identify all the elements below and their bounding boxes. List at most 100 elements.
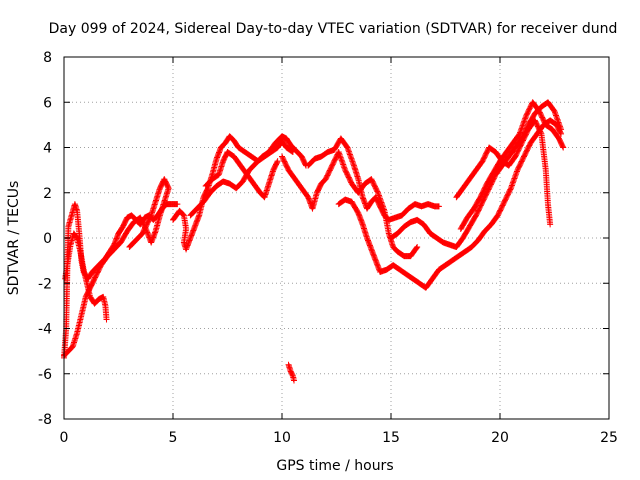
data-points — [61, 99, 567, 384]
y-tick-labels: -8 -6 -4 -2 0 2 4 6 8 — [38, 50, 52, 428]
data-point — [517, 129, 524, 136]
data-point — [435, 203, 442, 210]
data-point — [508, 182, 515, 189]
data-point — [336, 150, 343, 157]
data-point — [348, 155, 355, 162]
data-point — [510, 176, 517, 183]
data-point — [511, 174, 518, 181]
data-point — [512, 171, 519, 178]
data-point — [336, 151, 343, 158]
data-point — [127, 243, 134, 250]
x-axis-label: GPS time / hours — [276, 458, 393, 474]
data-point — [103, 316, 110, 323]
data-point — [274, 158, 281, 165]
data-point — [560, 144, 567, 151]
data-point — [340, 161, 347, 168]
data-point — [552, 109, 559, 116]
series-trace-m — [285, 361, 297, 384]
data-point — [338, 155, 345, 162]
data-point — [507, 186, 514, 193]
x-tick-label: 25 — [600, 430, 618, 446]
y-tick-label: 2 — [43, 186, 52, 202]
data-point — [344, 145, 351, 152]
data-point — [513, 169, 520, 176]
data-point — [519, 122, 526, 129]
data-point — [337, 153, 344, 160]
data-point — [349, 159, 356, 166]
x-tick-label: 0 — [60, 430, 69, 446]
y-tick-label: -2 — [38, 276, 52, 292]
data-point — [510, 178, 517, 185]
data-point — [519, 123, 526, 130]
y-tick-label: -4 — [38, 322, 52, 338]
data-point — [341, 164, 348, 171]
axis-ticks — [63, 56, 610, 420]
data-point — [516, 130, 523, 137]
data-point — [520, 121, 527, 128]
data-point — [414, 244, 421, 251]
data-point — [335, 149, 342, 156]
y-tick-label: 6 — [43, 95, 52, 111]
data-point — [337, 154, 344, 161]
data-point — [347, 152, 354, 159]
data-point — [344, 144, 351, 151]
y-tick-label: -8 — [38, 412, 52, 428]
data-point — [509, 179, 516, 186]
y-tick-label: 8 — [43, 50, 52, 66]
data-point — [126, 244, 133, 251]
x-tick-labels: 0 5 10 15 20 25 — [60, 430, 618, 446]
data-point — [290, 377, 297, 384]
data-point — [547, 221, 554, 228]
data-point — [512, 172, 519, 179]
data-point — [555, 118, 562, 125]
data-point — [513, 168, 520, 175]
data-point — [521, 117, 528, 124]
y-tick-label: -6 — [38, 367, 52, 383]
data-point — [507, 185, 514, 192]
series-trace-g — [279, 149, 421, 260]
data-point — [348, 157, 355, 164]
data-point — [508, 183, 515, 190]
data-point — [557, 123, 564, 130]
data-point — [554, 115, 561, 122]
series-trace-f — [202, 149, 281, 201]
data-point — [559, 143, 566, 150]
data-point — [509, 181, 516, 188]
x-tick-label: 10 — [273, 430, 291, 446]
x-tick-label: 20 — [491, 430, 509, 446]
data-point — [555, 119, 562, 126]
data-point — [350, 161, 357, 168]
data-point — [553, 113, 560, 120]
x-tick-label: 15 — [382, 430, 400, 446]
x-tick-label: 5 — [169, 430, 178, 446]
data-point — [374, 188, 381, 195]
data-point — [518, 126, 525, 133]
data-point — [551, 108, 558, 115]
data-point — [338, 157, 345, 164]
data-point — [552, 111, 559, 118]
data-point — [558, 126, 565, 133]
data-point — [347, 154, 354, 161]
data-point — [554, 116, 561, 123]
series-trace-e — [187, 133, 309, 219]
series-trace-c — [61, 176, 172, 359]
data-point — [289, 371, 296, 378]
series-trace-h — [305, 135, 442, 223]
series-trace-a — [61, 201, 181, 361]
y-tick-label: 0 — [43, 231, 52, 247]
y-axis-label: SDTVAR / TECUs — [6, 181, 22, 296]
data-point — [345, 147, 352, 154]
data-point — [556, 120, 563, 127]
chart-title: Day 099 of 2024, Sidereal Day-to-day VTE… — [49, 21, 618, 37]
data-point — [339, 158, 346, 165]
data-point — [522, 114, 529, 121]
data-point — [374, 189, 381, 196]
data-point — [520, 119, 527, 126]
data-point — [341, 165, 348, 172]
data-point — [346, 150, 353, 157]
data-point — [375, 192, 382, 199]
data-point — [274, 159, 281, 166]
data-point — [553, 112, 560, 119]
data-point — [522, 115, 529, 122]
series-trace-l — [457, 99, 567, 232]
